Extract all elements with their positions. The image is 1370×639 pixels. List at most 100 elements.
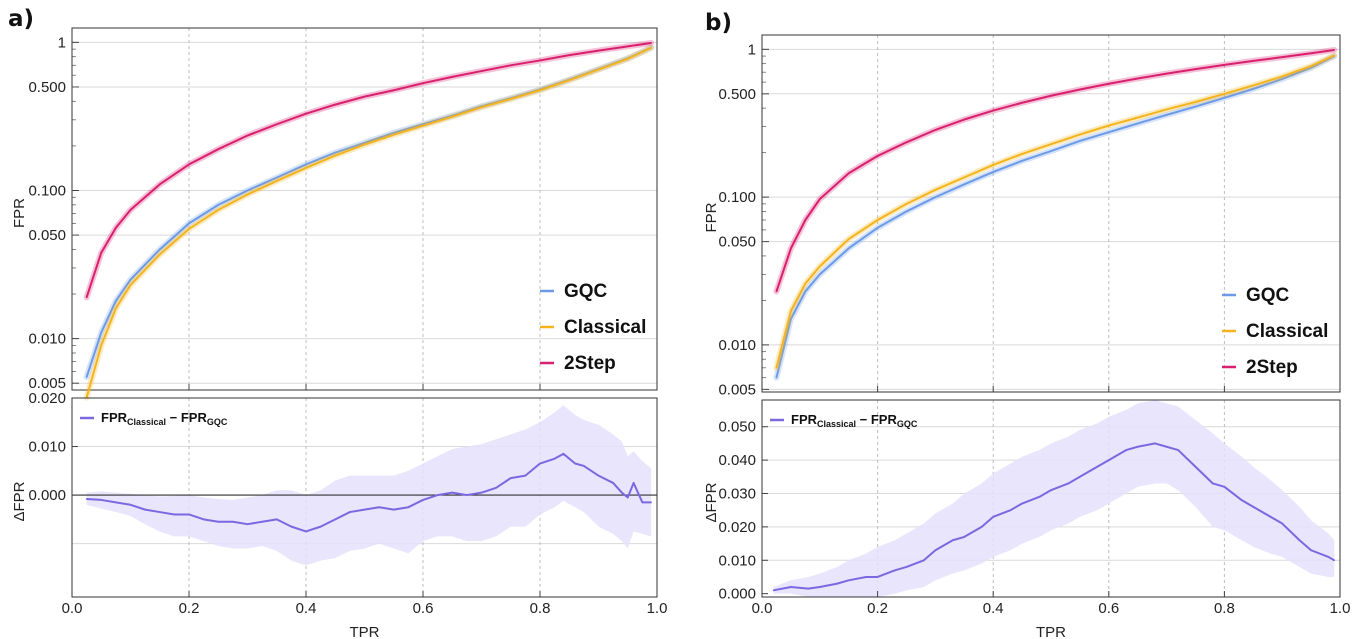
- data-point: [539, 462, 541, 465]
- data-point: [275, 518, 278, 521]
- data-point: [100, 499, 103, 501]
- fpr-plot: 0.005 0.010 0.050 0.100 0.500 1 FPR GQC Classica…: [11, 27, 658, 401]
- data-point: [934, 196, 937, 198]
- data-point: [363, 143, 366, 146]
- xtick-label: 0.0: [752, 600, 773, 617]
- data-point: [1194, 465, 1197, 468]
- data-point: [1177, 449, 1179, 451]
- series-band-Classical: [83, 44, 655, 401]
- data-point: [807, 587, 810, 590]
- ytick-label: 0.050: [28, 227, 66, 244]
- data-point: [1154, 442, 1156, 445]
- y-axis-label: ΔFPR: [703, 482, 720, 522]
- data-point: [1108, 459, 1110, 461]
- xtick-label: 0.2: [179, 600, 200, 617]
- data-point: [1281, 78, 1283, 80]
- data-point: [1310, 65, 1312, 67]
- ytick-label: 0.500: [718, 86, 756, 103]
- xtick-label: 1.0: [1330, 600, 1351, 617]
- data-point: [650, 46, 652, 49]
- data-point: [1327, 556, 1330, 558]
- data-point: [905, 210, 908, 213]
- series-line-2Step: [85, 42, 652, 298]
- data-point: [819, 265, 821, 268]
- data-point: [100, 331, 103, 334]
- series-line-Classical: [85, 46, 652, 398]
- data-point: [1310, 549, 1312, 552]
- data-point: [158, 511, 161, 513]
- data-point: [261, 520, 263, 523]
- legend-text: − FPR: [856, 412, 897, 427]
- data-point: [217, 204, 220, 206]
- data-point: [804, 282, 807, 285]
- xtick-label: 0.8: [1214, 600, 1235, 617]
- delta-line: [773, 442, 1335, 592]
- data-point: [378, 506, 380, 509]
- data-point: [1021, 153, 1023, 155]
- data-point: [1269, 516, 1272, 518]
- data-point: [568, 79, 571, 82]
- plot-frame: [71, 27, 658, 391]
- data-point: [1079, 133, 1081, 136]
- xtick-label: 0.4: [296, 600, 317, 617]
- ytick-label: 0.010: [718, 337, 756, 354]
- plot-frame: [71, 397, 658, 598]
- plot-frame: [761, 399, 1341, 598]
- data-point: [923, 559, 925, 562]
- ytick-label: 0.000: [28, 487, 66, 504]
- data-point: [1136, 445, 1139, 448]
- data-point: [466, 494, 468, 496]
- chart-panel-a: a) 0.005 0.010 0.050 0.100 0.500 1 FPR GQC Classi…: [8, 6, 667, 639]
- data-point: [1079, 88, 1081, 91]
- data-point: [1108, 124, 1110, 127]
- ytick-label: 0.005: [718, 381, 756, 398]
- data-point: [1298, 539, 1301, 542]
- data-point: [158, 183, 161, 186]
- data-point: [1252, 506, 1255, 508]
- data-point: [480, 70, 483, 72]
- data-point: [100, 251, 103, 254]
- data-point: [275, 123, 278, 126]
- data-point: [1096, 465, 1099, 468]
- ytick-label: 0.050: [718, 234, 756, 251]
- data-point: [963, 183, 966, 186]
- data-point: [422, 82, 424, 85]
- data-point: [363, 95, 366, 98]
- data-point: [305, 530, 307, 533]
- data-point: [583, 465, 585, 467]
- data-point: [1252, 88, 1255, 90]
- data-point: [804, 219, 807, 221]
- legend-entry: Classical: [564, 317, 646, 338]
- data-point: [275, 180, 278, 182]
- ytick-label: 0.030: [718, 485, 756, 502]
- data-point: [1021, 502, 1023, 505]
- xtick-label: 0.6: [1098, 600, 1119, 617]
- data-point: [422, 124, 424, 127]
- panel-label: b): [705, 10, 732, 36]
- data-point: [188, 222, 190, 225]
- data-point: [568, 54, 571, 56]
- data-point: [363, 141, 366, 144]
- x-axis-label: TPR: [1036, 624, 1066, 639]
- data-point: [1223, 486, 1226, 488]
- data-point: [847, 579, 850, 582]
- data-point: [553, 457, 556, 460]
- plot-frame: [761, 34, 1341, 393]
- data-point: [349, 511, 351, 513]
- data-point: [392, 508, 395, 511]
- series-line-Classical: [775, 54, 1335, 369]
- xtick-label: 0.6: [413, 600, 434, 617]
- data-point: [1310, 52, 1312, 55]
- data-point: [1050, 489, 1052, 491]
- data-point: [1281, 56, 1283, 58]
- data-point: [775, 366, 778, 369]
- data-point: [612, 482, 614, 484]
- series-line-GQC: [775, 55, 1335, 378]
- data-point: [597, 49, 600, 52]
- data-point: [290, 525, 293, 528]
- data-point: [775, 290, 778, 293]
- legend-text: FPR: [101, 410, 128, 425]
- data-point: [876, 576, 879, 578]
- data-point: [246, 134, 249, 137]
- legend-text: − FPR: [166, 410, 207, 425]
